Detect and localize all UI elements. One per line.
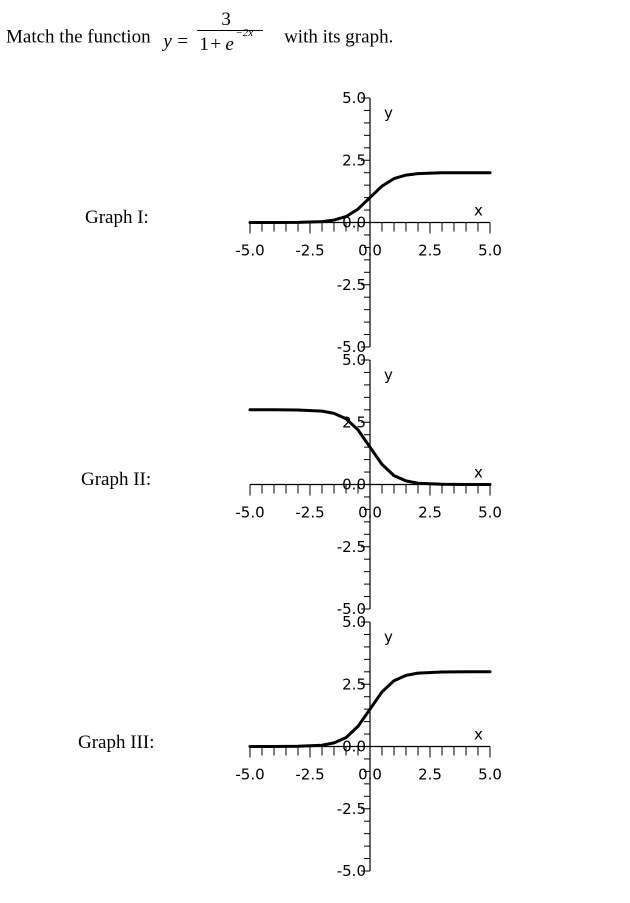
graph-3-chart: -5.0 -2.5 0.0 2.5 5.0 5.0 2.5 0.0 -2.5 -5.0 x y [235, 613, 502, 880]
y-tick-label: 5.0 [342, 351, 366, 369]
formula-denominator-one: 1 [199, 34, 209, 55]
y-tick-label: 2.5 [342, 413, 366, 431]
series-line [248, 171, 492, 224]
y-tick-label: -5.0 [337, 600, 366, 618]
x-tick-label: 0.0 [358, 504, 382, 522]
formula-exponent: −2x [235, 27, 254, 39]
fraction-bar [197, 30, 264, 31]
x-tick-label: -2.5 [295, 504, 324, 522]
x-axis-label: x [474, 726, 483, 744]
graph-3-label: Graph III: [78, 732, 155, 753]
y-axis-label: y [384, 366, 393, 384]
x-tick-label: -5.0 [235, 504, 264, 522]
question-prompt: Match the function y = 3 1 + e −2x with … [6, 10, 394, 58]
x-tick-label: -5.0 [235, 242, 264, 260]
x-tick-label: -5.0 [235, 766, 264, 784]
y-tick-label: 0.0 [342, 476, 366, 494]
y-tick-label: -2.5 [337, 800, 366, 818]
y-tick-label: 5.0 [342, 613, 366, 631]
y-tick-label: -5.0 [337, 862, 366, 880]
series-line [248, 670, 492, 748]
x-tick-label: 2.5 [418, 766, 442, 784]
y-tick-label: 2.5 [342, 151, 366, 169]
y-tick-label: -2.5 [337, 276, 366, 294]
formula-equals: = [177, 31, 189, 52]
y-tick-label: 0.0 [342, 738, 366, 756]
y-tick-label: 2.5 [342, 675, 366, 693]
x-tick-label: 5.0 [478, 242, 502, 260]
x-tick-label: 2.5 [418, 504, 442, 522]
function-formula: y = 3 1 + e −2x [163, 10, 273, 58]
y-tick-label: -2.5 [337, 538, 366, 556]
x-tick-label: -2.5 [295, 242, 324, 260]
x-tick-label: 0.0 [358, 242, 382, 260]
graph-2-label: Graph II: [81, 469, 152, 490]
y-tick-label: 0.0 [342, 214, 366, 232]
y-tick-label: -5.0 [337, 338, 366, 356]
y-axis-label: y [384, 104, 393, 122]
formula-lhs: y [163, 31, 172, 52]
x-axis-label: x [474, 464, 483, 482]
formula-denominator-base: e [225, 34, 234, 55]
question-suffix: with its graph. [284, 26, 394, 48]
y-tick-label: 5.0 [342, 89, 366, 107]
x-axis-label: x [474, 202, 483, 220]
y-axis-label: y [384, 628, 393, 646]
x-tick-label: 0.0 [358, 766, 382, 784]
x-tick-label: 2.5 [418, 242, 442, 260]
graph-1-chart: -5.0 -2.5 0.0 2.5 5.0 5.0 2.5 0.0 -2.5 -5.0 x y [235, 89, 502, 356]
series-line [248, 408, 492, 486]
formula-numerator: 3 [221, 9, 231, 30]
x-tick-label: 5.0 [478, 766, 502, 784]
x-tick-label: 5.0 [478, 504, 502, 522]
graph-2-chart: -5.0 -2.5 0.0 2.5 5.0 5.0 2.5 0.0 -2.5 -5.0 x y [235, 351, 502, 618]
graph-1-label: Graph I: [85, 207, 149, 228]
formula-denominator-plus: + [210, 34, 222, 55]
x-tick-label: -2.5 [295, 766, 324, 784]
question-prefix: Match the function [6, 26, 151, 48]
